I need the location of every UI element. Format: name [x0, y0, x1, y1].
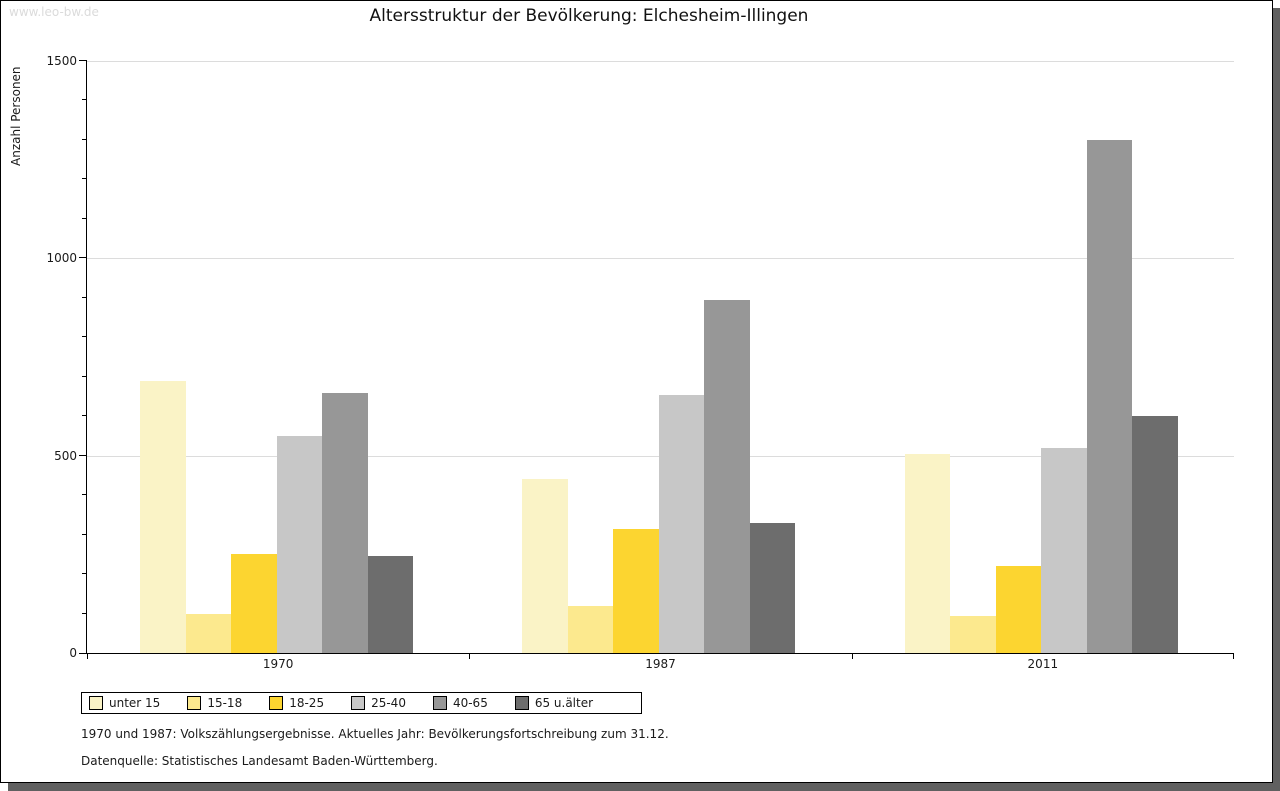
y-tick-label-0: 0	[69, 646, 77, 660]
bar-40-65-2011	[1086, 139, 1133, 653]
legend-swatch-15-18	[187, 696, 202, 710]
y-minor-tick-1300	[82, 138, 87, 140]
y-minor-tick-800	[82, 336, 87, 338]
bar-40-65-1987	[704, 299, 750, 653]
gridline-1000	[87, 258, 1234, 260]
bar-15-18-2011	[950, 615, 996, 653]
legend-label: 15-18	[207, 696, 243, 710]
legend-item-15-18: 15-18	[187, 696, 242, 710]
y-tick-label-1000: 1000	[46, 251, 77, 266]
legend-swatch-65-u.älter	[514, 696, 529, 710]
legend-item-25-40: 25-40	[351, 696, 406, 710]
bar-18-25-1987	[613, 528, 659, 653]
y-minor-tick-1100	[82, 217, 87, 219]
x-tick-3	[1233, 653, 1234, 659]
watermark: www.leo-bw.de	[9, 5, 99, 19]
legend-swatch-40-65	[432, 696, 447, 710]
y-axis-label: Anzahl Personen	[9, 66, 23, 166]
x-tick-0	[87, 653, 88, 659]
category-label-2011: 2011	[1027, 657, 1059, 671]
y-major-tick-1000	[79, 257, 87, 259]
bar-40-65-1970	[322, 392, 368, 653]
bar-65-u.älter-1987	[749, 522, 796, 653]
y-minor-tick-600	[82, 415, 87, 417]
chart-title: Altersstruktur der Bevölkerung: Elcheshe…	[369, 6, 809, 26]
legend-label: 40-65	[452, 696, 488, 710]
legend-label: 25-40	[371, 696, 406, 710]
bar-unter-15-1987	[522, 479, 568, 653]
legend-item-18-25: 18-25	[269, 696, 324, 710]
y-tick-label-500: 500	[54, 448, 77, 463]
bar-25-40-2011	[1041, 447, 1087, 653]
legend-label: 18-25	[289, 696, 325, 710]
legend-item-unter-15: unter 15	[89, 696, 160, 710]
bar-15-18-1970	[185, 613, 231, 653]
y-minor-tick-1400	[82, 99, 87, 101]
bar-25-40-1987	[658, 394, 705, 653]
footnote-methodology: 1970 und 1987: Volkszählungsergebnisse. …	[81, 727, 669, 741]
y-major-tick-500	[79, 454, 87, 456]
plot-area: 0 500 1000 1500 1970 1987 2011	[46, 54, 1234, 671]
footnote-source: Datenquelle: Statistisches Landesamt Bad…	[81, 754, 438, 768]
category-label-1987: 1987	[645, 657, 676, 671]
bar-65-u.älter-2011	[1132, 416, 1178, 653]
category-label-1970: 1970	[262, 657, 294, 671]
y-minor-tick-100	[82, 612, 87, 614]
x-tick-2	[851, 653, 853, 659]
y-minor-tick-1200	[82, 178, 87, 180]
legend-swatch-18-25	[269, 696, 284, 710]
x-tick-1	[469, 653, 471, 659]
bar-18-25-2011	[995, 566, 1042, 653]
bar-15-18-1987	[567, 605, 614, 653]
y-minor-tick-900	[82, 296, 87, 298]
legend-item-40-65: 40-65	[432, 696, 488, 710]
legend-label: unter 15	[109, 696, 161, 710]
y-minor-tick-400	[82, 494, 87, 496]
legend-box: unter 15 15-18 18-25 25-40 40-65 65 u.älter	[81, 692, 642, 714]
y-minor-tick-700	[82, 375, 87, 377]
y-major-tick-0	[79, 653, 87, 654]
y-minor-tick-200	[82, 573, 87, 575]
y-minor-tick-300	[82, 533, 87, 535]
y-tick-label-1500: 1500	[46, 54, 77, 68]
bar-65-u.älter-1970	[367, 556, 413, 653]
bar-unter-15-2011	[904, 453, 951, 653]
legend-swatch-unter-15	[89, 696, 103, 710]
gridline-1500	[87, 61, 1234, 62]
legend-item-65-u.älter: 65 u.älter	[514, 696, 594, 710]
legend-label: 65 u.älter	[534, 696, 594, 710]
legend-swatch-25-40	[351, 696, 366, 710]
bar-unter-15-1970	[140, 380, 186, 653]
y-major-tick-1500	[79, 60, 87, 61]
bar-25-40-1970	[276, 435, 322, 653]
bar-18-25-1970	[231, 554, 277, 653]
